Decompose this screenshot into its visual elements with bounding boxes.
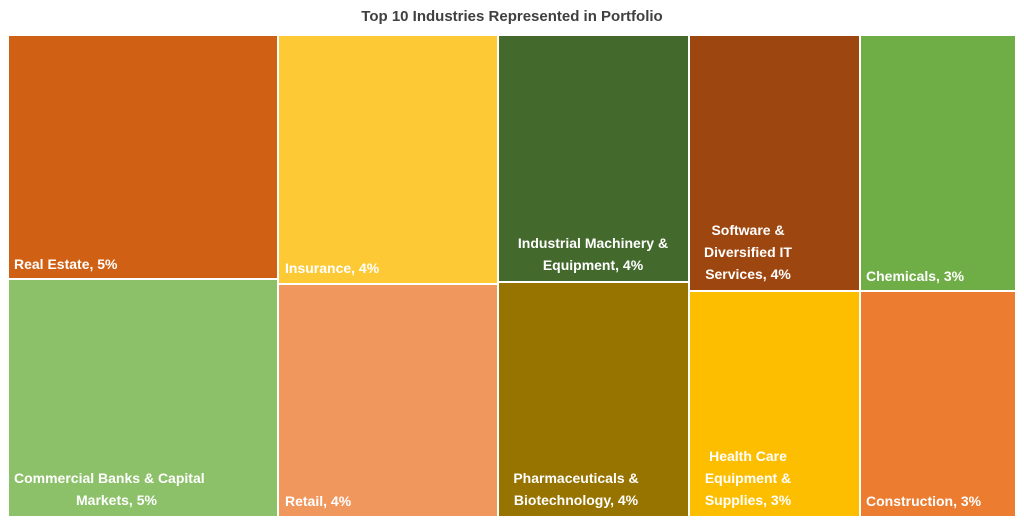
treemap-label-real-estate: Real Estate, 5% <box>14 256 118 272</box>
treemap-label-commercial-banks-and-capital-markets: Commercial Banks & Capital Markets, 5% <box>14 470 205 508</box>
treemap-cell-real-estate <box>7 34 279 280</box>
treemap-label-health-care-equipment-and-supplies: Health Care Equipment & Supplies, 3% <box>705 448 792 508</box>
treemap-cell-construction <box>859 290 1017 518</box>
treemap-cell-retail <box>277 283 499 518</box>
treemap-label-construction: Construction, 3% <box>866 493 982 509</box>
treemap-label-chemicals: Chemicals, 3% <box>866 268 965 284</box>
treemap-label-retail: Retail, 4% <box>285 493 352 509</box>
treemap-cell-health-care-equipment-and-supplies <box>688 290 861 518</box>
treemap-label-insurance: Insurance, 4% <box>285 260 380 276</box>
chart-title: Top 10 Industries Represented in Portfol… <box>361 8 663 25</box>
treemap-cell-software-and-diversified-it-services <box>688 34 861 292</box>
treemap-cell-insurance <box>277 34 499 285</box>
treemap-cell-chemicals <box>859 34 1017 292</box>
treemap-label-software-and-diversified-it-services: Software & Diversified IT Services, 4% <box>704 222 792 282</box>
treemap-label-pharmaceuticals-and-biotechnology: Pharmaceuticals & Biotechnology, 4% <box>513 470 638 508</box>
treemap-label-industrial-machinery-and-equipment: Industrial Machinery & Equipment, 4% <box>518 235 668 273</box>
